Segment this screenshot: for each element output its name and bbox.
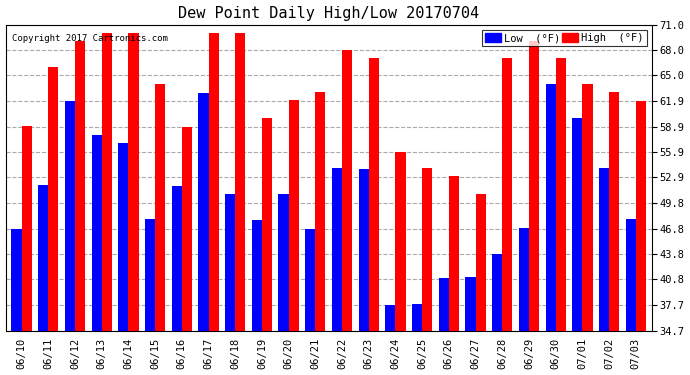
Bar <box>492 254 502 330</box>
Bar <box>609 92 619 330</box>
Bar <box>21 126 32 330</box>
Bar <box>155 84 165 330</box>
Bar <box>626 219 635 330</box>
Bar <box>118 143 128 330</box>
Bar <box>385 305 395 330</box>
Bar <box>262 118 272 330</box>
Bar <box>145 219 155 330</box>
Bar <box>288 100 299 330</box>
Bar <box>475 194 486 330</box>
Bar <box>12 228 21 330</box>
Bar <box>208 33 219 330</box>
Bar <box>572 118 582 330</box>
Legend: Low  (°F), High  (°F): Low (°F), High (°F) <box>482 30 647 46</box>
Bar <box>48 68 59 330</box>
Bar <box>635 101 646 330</box>
Bar <box>439 278 449 330</box>
Bar <box>225 194 235 330</box>
Bar <box>529 40 539 330</box>
Bar <box>38 185 48 330</box>
Bar <box>172 186 181 330</box>
Bar <box>332 168 342 330</box>
Bar <box>422 168 433 330</box>
Bar <box>519 228 529 330</box>
Bar <box>395 152 406 330</box>
Bar <box>599 168 609 330</box>
Bar <box>368 58 379 330</box>
Bar <box>502 58 513 330</box>
Bar <box>75 40 85 330</box>
Bar <box>359 169 368 330</box>
Bar <box>466 278 475 330</box>
Bar <box>449 176 459 330</box>
Bar <box>65 101 75 330</box>
Bar <box>181 126 192 330</box>
Bar <box>582 84 593 330</box>
Bar <box>315 92 326 330</box>
Bar <box>279 194 288 330</box>
Bar <box>128 33 139 330</box>
Bar <box>412 304 422 330</box>
Text: Copyright 2017 Cartronics.com: Copyright 2017 Cartronics.com <box>12 34 168 43</box>
Bar <box>92 135 101 330</box>
Bar <box>546 84 555 330</box>
Bar <box>198 93 208 330</box>
Bar <box>305 228 315 330</box>
Bar <box>342 50 352 330</box>
Title: Dew Point Daily High/Low 20170704: Dew Point Daily High/Low 20170704 <box>178 6 480 21</box>
Bar <box>101 33 112 330</box>
Bar <box>252 220 262 330</box>
Bar <box>555 58 566 330</box>
Bar <box>235 33 246 330</box>
